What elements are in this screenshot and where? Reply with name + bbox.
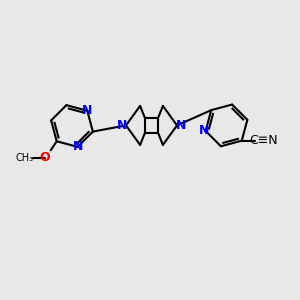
Text: N: N xyxy=(72,140,83,153)
Text: N: N xyxy=(176,119,186,132)
Text: C≡N: C≡N xyxy=(249,134,278,147)
Text: CH₃: CH₃ xyxy=(16,153,34,163)
Text: O: O xyxy=(39,151,50,164)
Text: N: N xyxy=(199,124,209,137)
Text: N: N xyxy=(117,119,128,132)
Text: N: N xyxy=(82,104,92,117)
